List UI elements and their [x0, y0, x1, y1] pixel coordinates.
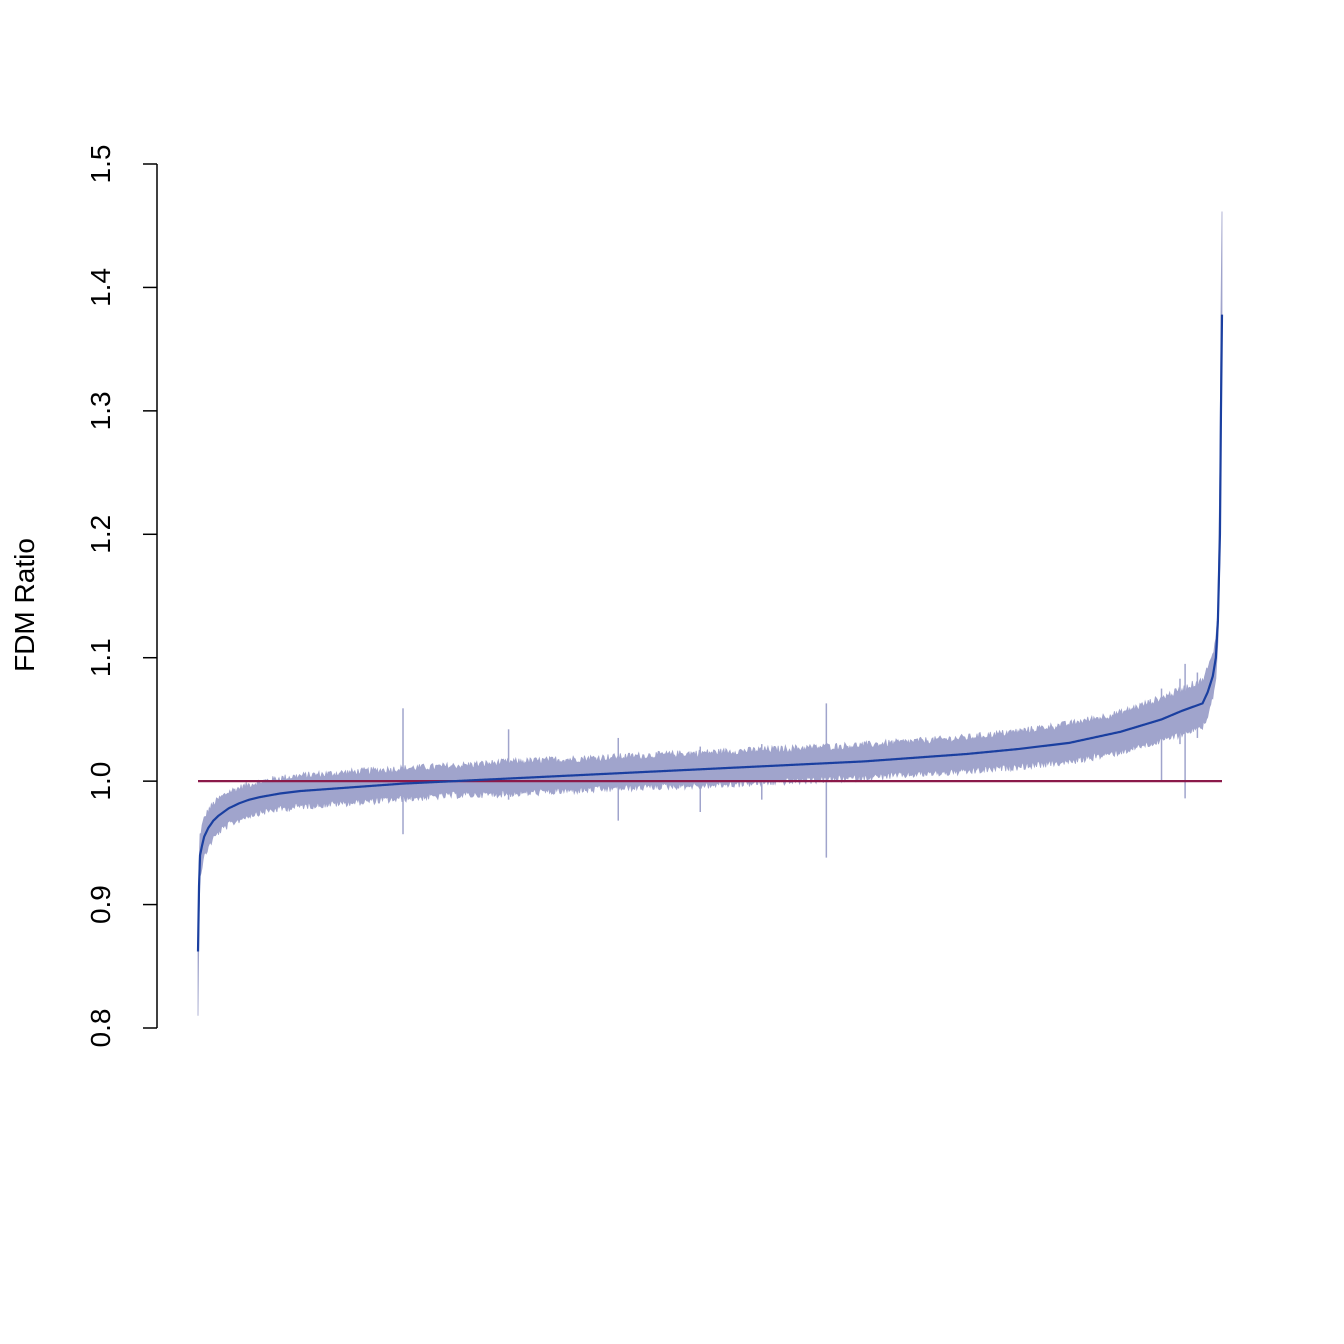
y-tick-label: 1.5 [85, 145, 116, 184]
y-axis: 0.8 0.9 1.0 1.1 1.2 1.3 1.4 1.5 [85, 145, 158, 1048]
y-tick-label: 0.8 [85, 1009, 116, 1048]
y-tick-label: 1.1 [85, 638, 116, 677]
y-tick-label: 1.2 [85, 515, 116, 554]
y-tick-label: 1.3 [85, 391, 116, 430]
y-tick-label: 1.4 [85, 268, 116, 307]
ratio-interval-band [197, 211, 1223, 1016]
interval-band-area [197, 211, 1223, 1016]
y-tick-label: 1.0 [85, 762, 116, 801]
y-ticks: 0.8 0.9 1.0 1.1 1.2 1.3 1.4 1.5 [85, 145, 157, 1048]
y-tick-label: 0.9 [85, 885, 116, 924]
median-series-line [196, 314, 1224, 952]
y-axis-title: FDM Ratio [9, 538, 40, 672]
